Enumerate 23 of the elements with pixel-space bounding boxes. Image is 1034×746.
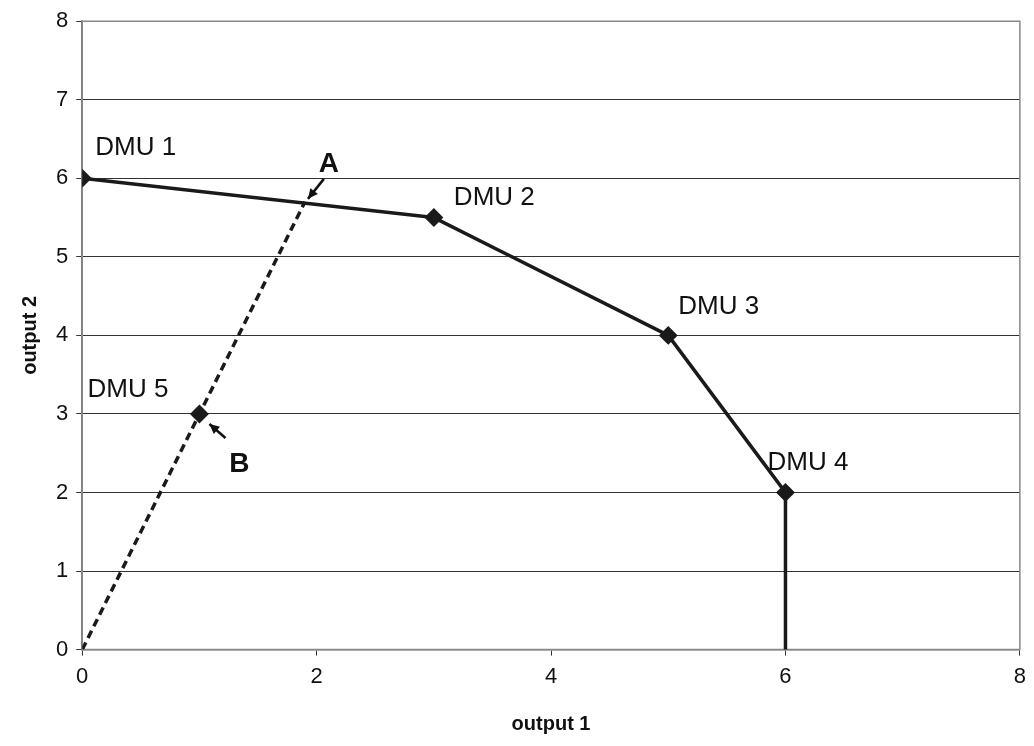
x-axis-title: output 1 [511,711,591,734]
x-tick-label: 6 [779,662,792,688]
y-tick-label: 8 [55,7,69,33]
y-tick-label: 2 [55,478,69,504]
y-tick-label: 5 [55,242,69,268]
annotation: DMU 5 [87,373,169,404]
x-tick-label: 2 [310,662,323,688]
annotation: DMU 2 [453,180,535,211]
y-tick-label: 4 [55,321,69,347]
x-tick-label: 4 [544,662,558,688]
annotation: A [318,146,340,178]
y-tick-label: 6 [55,164,69,190]
y-tick-label: 7 [55,85,69,111]
annotation: DMU 4 [767,445,849,476]
x-tick-label: 0 [76,662,89,688]
annotation: DMU 1 [95,131,177,162]
annotation: DMU 3 [678,289,760,320]
y-axis-title: output 2 [17,295,40,375]
y-tick-label: 0 [55,635,69,661]
annotation: B [229,446,250,478]
x-tick-label: 8 [1013,662,1027,688]
y-tick-label: 3 [55,400,69,426]
y-tick-label: 1 [55,557,69,583]
